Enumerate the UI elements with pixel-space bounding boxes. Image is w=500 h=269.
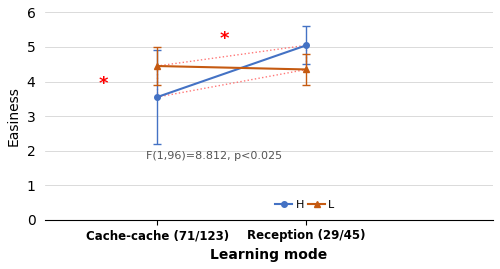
Legend: H, L: H, L — [271, 195, 339, 214]
Text: *: * — [98, 75, 108, 93]
Text: F(1,96)=8.812, p<0.025: F(1,96)=8.812, p<0.025 — [146, 151, 282, 161]
Y-axis label: Easiness: Easiness — [7, 86, 21, 146]
Text: *: * — [220, 30, 229, 48]
X-axis label: Learning mode: Learning mode — [210, 248, 328, 262]
